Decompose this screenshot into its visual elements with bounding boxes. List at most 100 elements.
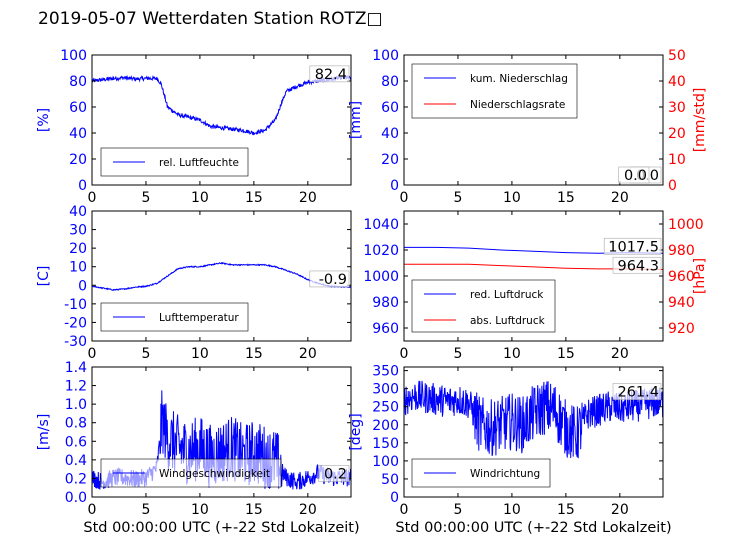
temperature-x-tick-label-1: 5 (141, 346, 150, 362)
precipitation-y-tick-label-5: 100 (372, 48, 399, 64)
pressure-value-box (603, 237, 662, 255)
temperature-x-tick-label-4: 20 (299, 346, 317, 362)
wind-direction-x-axis-label: Std 00:00:00 UTC (+-22 Std Lokalzeit) (395, 520, 671, 536)
wind-speed-x-tick-label-0: 0 (88, 502, 97, 518)
precipitation-value-box-right (618, 166, 650, 184)
pressure-legend-box (411, 279, 556, 333)
precipitation-y2-tick-label-5: 50 (668, 48, 686, 64)
humidity-y-axis-label: [%] (36, 108, 52, 132)
humidity-x-tick-label-3: 15 (245, 190, 263, 206)
temperature-y-tick-label-5: 20 (69, 241, 87, 257)
wind-speed-x-tick-label-3: 15 (245, 502, 263, 518)
precipitation-y2-tick-label-2: 20 (668, 126, 686, 142)
wind-speed-current-value: 0.2 (324, 466, 347, 482)
pressure-x-tick-label-3: 15 (557, 346, 575, 362)
wind-speed-x-tick-label-1: 5 (141, 502, 150, 518)
precipitation-x-tick-label-3: 15 (557, 190, 575, 206)
temperature-x-tick-label-0: 0 (88, 346, 97, 362)
precipitation-legend-box (411, 63, 578, 119)
pressure-current-value-right: 964.3 (617, 258, 659, 274)
humidity-y-tick-label-4: 80 (69, 74, 87, 90)
wind-direction-y-axis-label: [deg] (348, 413, 364, 450)
precipitation-y2-tick-label-0: 0 (668, 178, 677, 194)
precipitation-plot-frame (403, 54, 664, 186)
humidity-value-box (309, 65, 350, 83)
wind-speed-y-tick-label-3: 0.6 (65, 434, 87, 450)
pressure-x-tick-label-2: 10 (503, 346, 521, 362)
precipitation-x-tick-label-4: 20 (611, 190, 629, 206)
temperature-y-tick-label-7: 40 (69, 204, 87, 220)
humidity-plot-frame (91, 54, 352, 186)
temperature-y-axis-label: [C] (36, 266, 52, 287)
humidity-x-tick-label-2: 10 (191, 190, 209, 206)
wind-direction-x-tick-label-2: 10 (503, 502, 521, 518)
wind-direction-series-line-0 (403, 380, 664, 459)
humidity-current-value: 82.4 (315, 67, 347, 83)
wind-speed-x-tick-label-4: 20 (299, 502, 317, 518)
precipitation-y-tick-label-0: 0 (390, 178, 399, 194)
pressure-y-tick-label-2: 1000 (363, 269, 399, 285)
wind-direction-y-tick-label-6: 300 (372, 382, 399, 398)
precipitation-y-axis-label: [mm] (348, 101, 364, 139)
humidity-legend-label-0: rel. Luftfeuchte (159, 157, 239, 169)
precipitation-y-tick-label-3: 60 (381, 100, 399, 116)
temperature-plot-frame (91, 210, 352, 342)
pressure-y-tick-label-3: 1020 (363, 243, 399, 259)
pressure-y-tick-label-1: 980 (372, 295, 399, 311)
wind-speed-legend-label-0: Windgeschwindigkeit (159, 468, 270, 480)
humidity-x-tick-label-0: 0 (88, 190, 97, 206)
wind-direction-y-tick-label-5: 250 (372, 400, 399, 416)
temperature-x-tick-label-3: 15 (245, 346, 263, 362)
precipitation-legend-label-0: kum. Niederschlag (470, 73, 568, 85)
humidity-x-tick-label-4: 20 (299, 190, 317, 206)
humidity-y-tick-label-3: 60 (69, 100, 87, 116)
wind-direction-x-tick-label-4: 20 (611, 502, 629, 518)
precipitation-y-tick-label-4: 80 (381, 74, 399, 90)
humidity-y-tick-label-2: 40 (69, 126, 87, 142)
pressure-x-tick-label-0: 0 (400, 346, 409, 362)
precipitation-legend-label-1: Niederschlagsrate (470, 99, 565, 111)
wind-direction-y-tick-label-0: 0 (390, 490, 399, 506)
humidity-y-tick-label-0: 0 (78, 178, 87, 194)
pressure-y-tick-label-4: 1040 (363, 217, 399, 233)
pressure-y2-axis-label: [hPa] (692, 258, 708, 294)
temperature-y-tick-label-2: -10 (64, 297, 87, 313)
pressure-current-value: 1017.5 (608, 239, 659, 255)
temperature-legend-label-0: Lufttemperatur (159, 312, 239, 324)
wind-direction-y-tick-label-2: 100 (372, 454, 399, 470)
wind-direction-y-tick-label-3: 150 (372, 436, 399, 452)
pressure-value-box-right (612, 256, 662, 274)
wind-direction-y-tick-label-1: 50 (381, 472, 399, 488)
wind-speed-y-tick-label-2: 0.4 (65, 453, 87, 469)
wind-direction-y-tick-label-4: 200 (372, 418, 399, 434)
wind-direction-plot-frame (403, 366, 664, 498)
temperature-y-tick-label-0: -30 (64, 334, 87, 350)
pressure-y2-tick-label-1: 940 (668, 295, 695, 311)
wind-direction-current-value: 261.4 (617, 385, 659, 401)
pressure-y2-tick-label-3: 980 (668, 243, 695, 259)
wind-speed-y-tick-label-7: 1.4 (65, 360, 87, 376)
pressure-x-tick-label-4: 20 (611, 346, 629, 362)
temperature-y-tick-label-6: 30 (69, 223, 87, 239)
wind-speed-y-tick-label-6: 1.2 (65, 379, 87, 395)
wind-speed-x-tick-label-2: 10 (191, 502, 209, 518)
precipitation-y2-tick-label-4: 40 (668, 74, 686, 90)
wind-speed-y-tick-label-5: 1.0 (65, 397, 87, 413)
wind-speed-y-tick-label-0: 0.0 (65, 490, 87, 506)
humidity-y-tick-label-5: 100 (60, 48, 87, 64)
humidity-series-line-0 (91, 74, 352, 136)
temperature-current-value: -0.9 (319, 272, 347, 288)
pressure-legend-label-0: red. Luftdruck (470, 289, 544, 301)
precipitation-y2-tick-label-1: 10 (668, 152, 686, 168)
precipitation-y-tick-label-1: 20 (381, 152, 399, 168)
pressure-y2-tick-label-4: 1000 (668, 217, 704, 233)
temperature-series-line-0 (91, 261, 352, 291)
wind-direction-legend-label-0: Windrichtung (470, 468, 540, 480)
precipitation-x-tick-label-1: 5 (453, 190, 462, 206)
humidity-y-tick-label-1: 20 (69, 152, 87, 168)
wind-speed-y-axis-label: [m/s] (36, 414, 52, 451)
precipitation-current-value-right: 0.0 (624, 168, 647, 184)
temperature-x-tick-label-2: 10 (191, 346, 209, 362)
